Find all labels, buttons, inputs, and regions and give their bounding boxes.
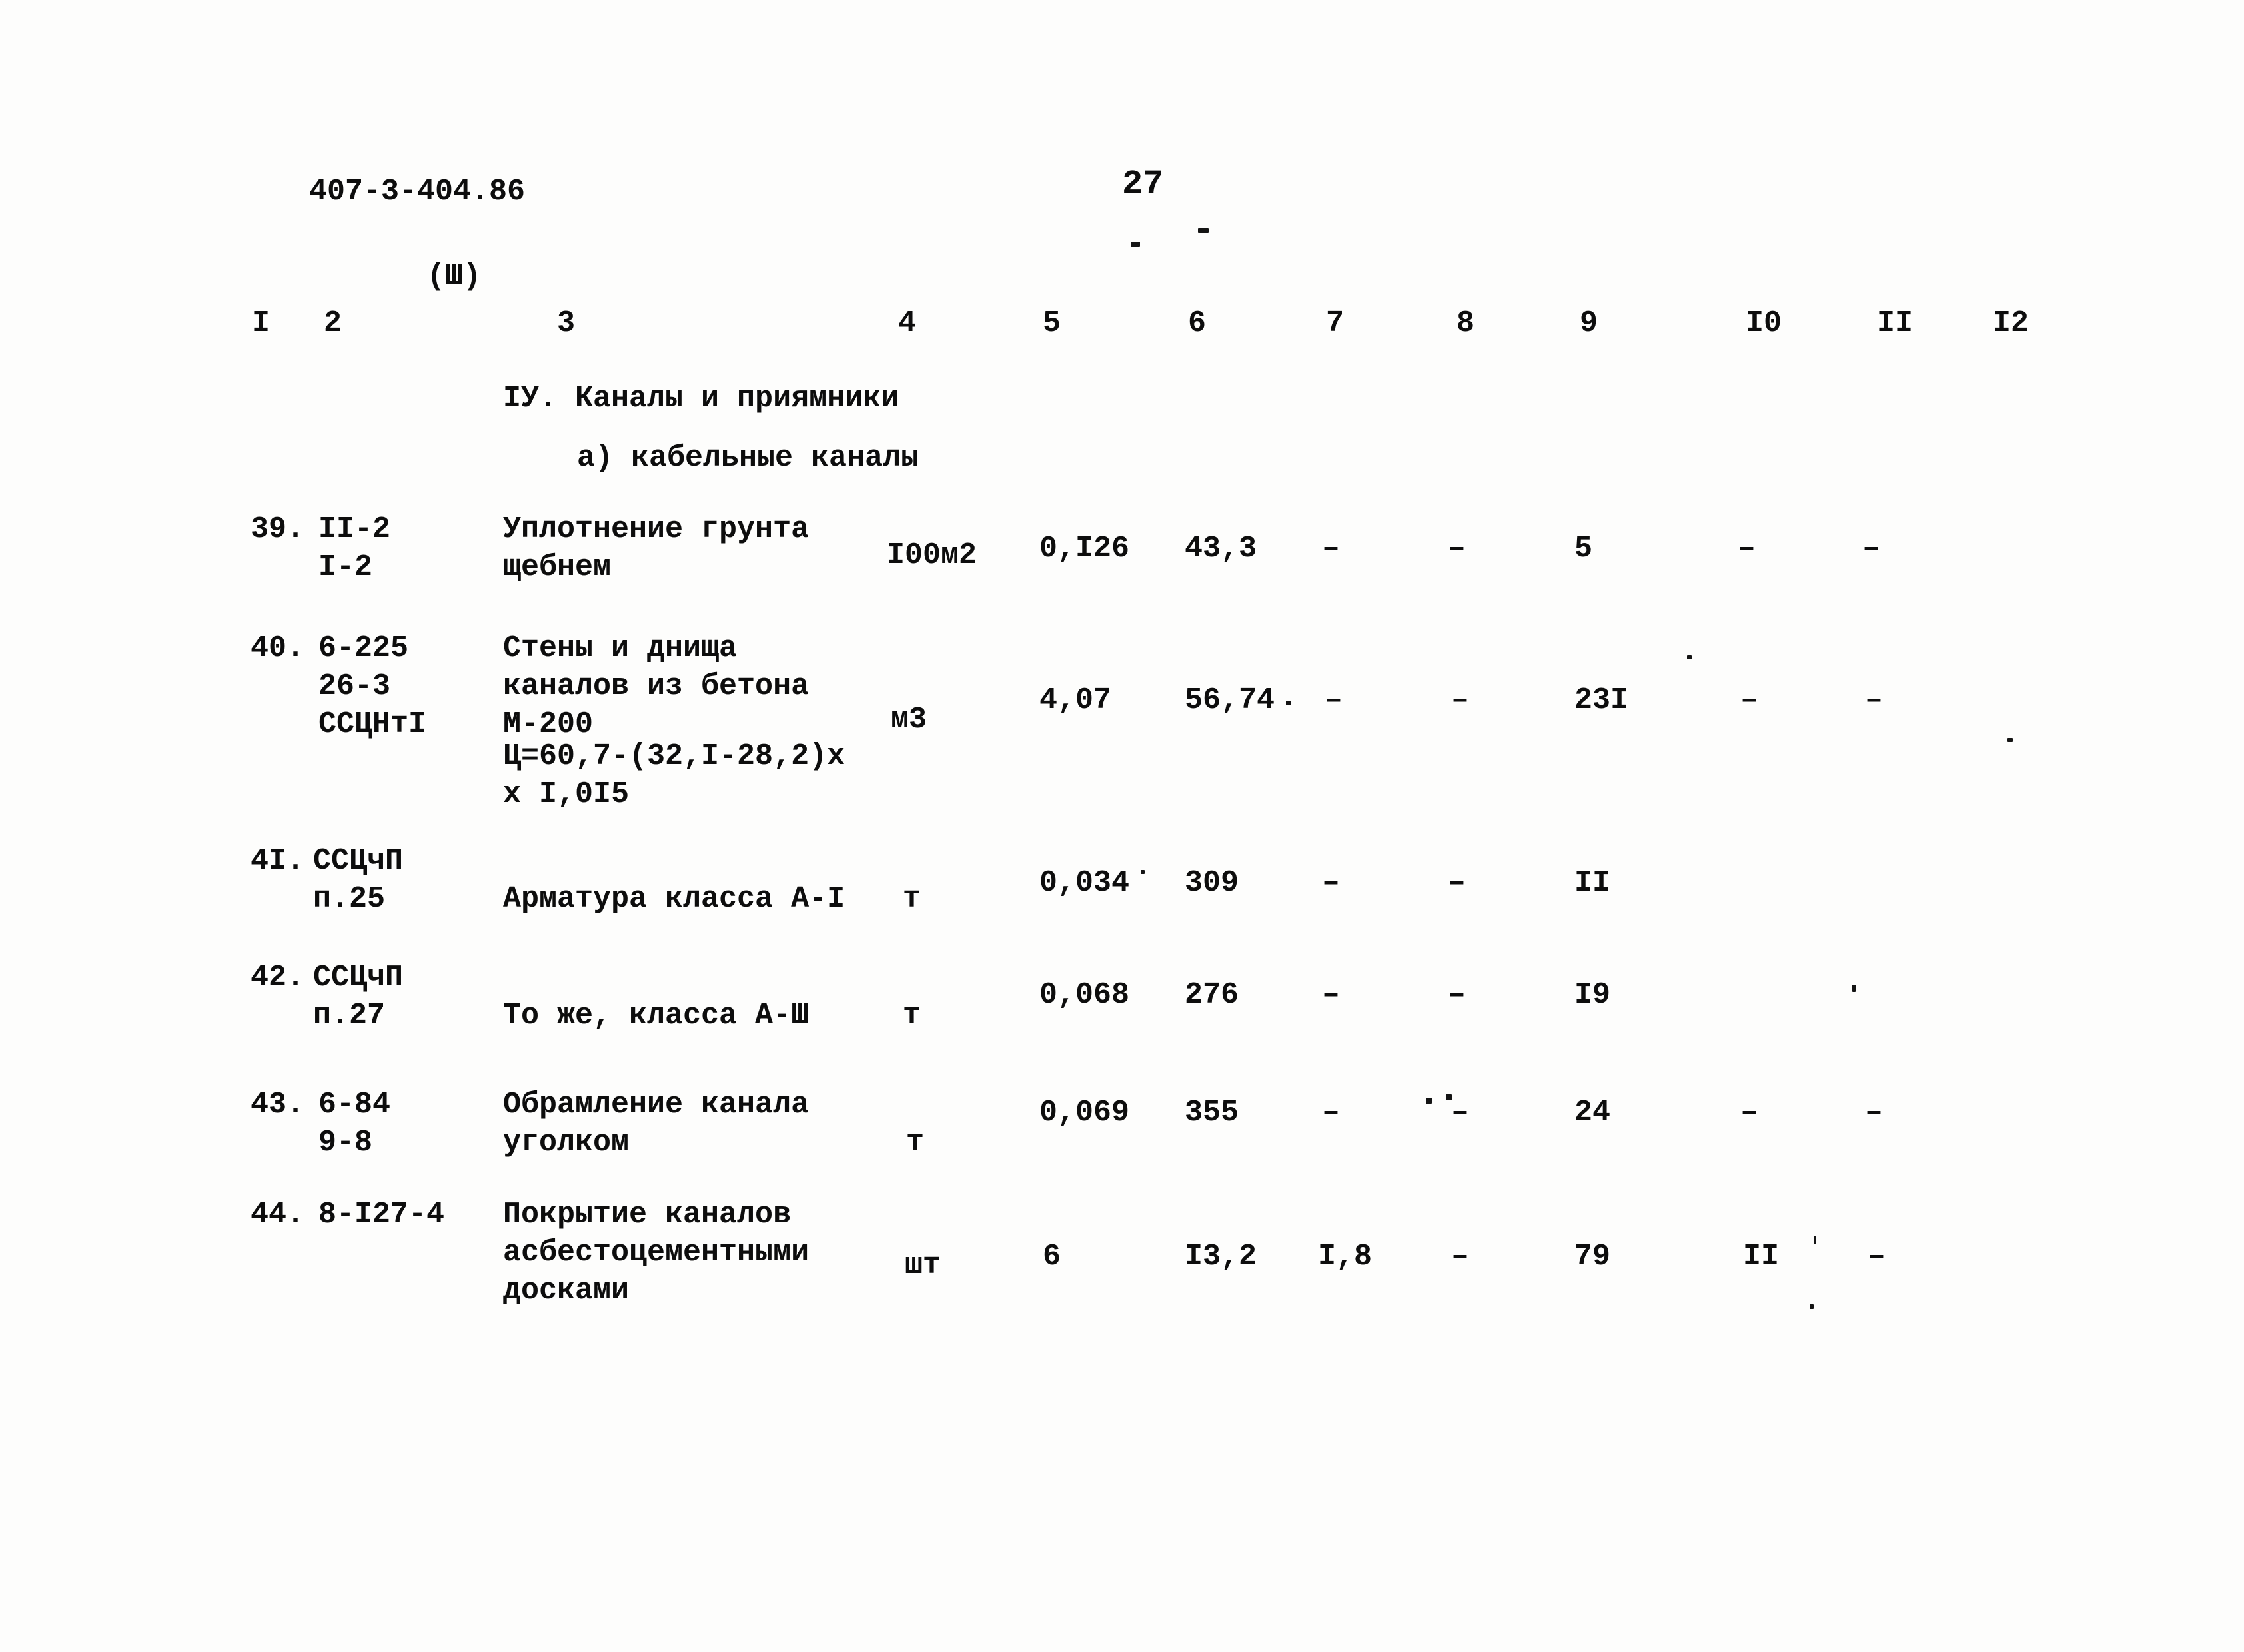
scan-speck	[1141, 870, 1145, 874]
col-8-value: –	[1451, 1096, 1470, 1130]
work-name: То же, класса А-Ш	[503, 999, 810, 1032]
col-10-value: –	[1740, 683, 1759, 717]
col-7-value: –	[1322, 532, 1341, 566]
col-11-value: –	[1865, 1096, 1884, 1130]
estimate-code: ССЦчП п.25	[313, 844, 404, 916]
column-header-9: 9	[1580, 306, 1598, 340]
col-7-value: –	[1325, 683, 1343, 717]
column-header-2: 2	[324, 306, 342, 340]
scan-speck	[1131, 242, 1140, 247]
col-11-value: –	[1865, 683, 1884, 717]
col-5-value: 6	[1043, 1240, 1061, 1274]
col-8-value: –	[1451, 683, 1470, 717]
column-header-10: I0	[1746, 306, 1782, 340]
col-7-value: –	[1322, 978, 1341, 1012]
estimate-code: II-2 I-2	[318, 512, 391, 584]
estimate-code: 6-84 9-8	[318, 1088, 391, 1160]
col-6-value: 276	[1185, 978, 1239, 1012]
scan-speck	[1687, 655, 1692, 659]
col-7-value: –	[1322, 1096, 1341, 1130]
unit-value: м3	[891, 703, 927, 737]
work-name: Покрытие каналов асбестоцементными доска…	[503, 1198, 810, 1308]
work-name: Стены и днища каналов из бетона М-200	[503, 631, 810, 741]
unit-value: т	[906, 1126, 925, 1160]
row-number: 40.	[251, 631, 305, 665]
col-5-value: 0,I26	[1039, 532, 1130, 566]
col-5-value: 0,034	[1039, 866, 1130, 900]
scan-speck	[1852, 985, 1856, 992]
estimate-code: ССЦчП п.27	[313, 961, 404, 1032]
col-5-value: 4,07	[1039, 683, 1112, 717]
doc-number: 407-3-404.86	[309, 175, 526, 208]
row-number: 39.	[251, 512, 305, 546]
col-8-value: –	[1448, 532, 1466, 566]
col-9-value: 5	[1574, 532, 1593, 566]
section-title: IУ. Каналы и приямники	[503, 382, 899, 416]
price-formula: Ц=60,7-(32,I-28,2)х х I,0I5	[503, 739, 845, 811]
col-8-value: –	[1451, 1240, 1470, 1274]
scan-speck	[1198, 228, 1209, 233]
col-8-value: –	[1448, 866, 1466, 900]
sheet-mark: (Ш)	[427, 260, 482, 294]
col-6-value: I3,2	[1185, 1240, 1257, 1274]
col-8-value: –	[1448, 978, 1466, 1012]
row-number: 42.	[251, 961, 305, 995]
row-number: 44.	[251, 1198, 305, 1232]
section-subtitle: а) кабельные каналы	[577, 441, 919, 475]
column-header-6: 6	[1188, 306, 1207, 340]
scan-speck	[1810, 1304, 1814, 1309]
row-number: 4I.	[251, 844, 305, 878]
page-number: 27	[1122, 165, 1164, 204]
col-6-value: 43,3	[1185, 532, 1257, 566]
col-9-value: 24	[1574, 1096, 1611, 1130]
scan-speck	[2007, 738, 2013, 742]
col-6-value: 56,74	[1185, 683, 1275, 717]
col-7-value: I,8	[1318, 1240, 1373, 1274]
col-6-value: 355	[1185, 1096, 1239, 1130]
column-header-4: 4	[898, 306, 917, 340]
unit-value: т	[903, 999, 921, 1032]
col-11-value: –	[1868, 1240, 1886, 1274]
column-header-1: I	[252, 306, 271, 340]
column-header-11: II	[1877, 306, 1914, 340]
col-10-value: II	[1743, 1240, 1780, 1274]
scan-speck	[1426, 1098, 1432, 1104]
col-9-value: 79	[1574, 1240, 1611, 1274]
scan-speck	[1814, 1236, 1816, 1244]
column-header-3: 3	[557, 306, 576, 340]
col-10-value: –	[1738, 532, 1756, 566]
unit-value: шт	[905, 1248, 941, 1282]
row-number: 43.	[251, 1088, 305, 1122]
column-header-8: 8	[1456, 306, 1475, 340]
column-header-12: I2	[1993, 306, 2029, 340]
scan-speck	[1286, 701, 1291, 705]
work-name: Обрамление канала уголком	[503, 1088, 810, 1160]
estimate-code: 8-I27-4	[318, 1198, 445, 1232]
column-header-5: 5	[1043, 306, 1061, 340]
work-name: Арматура класса А-I	[503, 882, 845, 916]
col-11-value: –	[1862, 532, 1881, 566]
col-6-value: 309	[1185, 866, 1239, 900]
estimate-code: 6-225 26-3 ССЦНтI	[318, 631, 427, 741]
col-5-value: 0,069	[1039, 1096, 1130, 1130]
unit-value: т	[903, 882, 921, 916]
col-10-value: –	[1740, 1096, 1759, 1130]
col-9-value: 23I	[1574, 683, 1629, 717]
col-9-value: II	[1574, 866, 1611, 900]
col-9-value: I9	[1574, 978, 1611, 1012]
col-7-value: –	[1322, 866, 1341, 900]
scan-speck	[1446, 1094, 1452, 1100]
work-name: Уплотнение грунта щебнем	[503, 512, 810, 584]
col-5-value: 0,068	[1039, 978, 1130, 1012]
column-header-7: 7	[1326, 306, 1345, 340]
unit-value: I00м2	[887, 538, 977, 572]
